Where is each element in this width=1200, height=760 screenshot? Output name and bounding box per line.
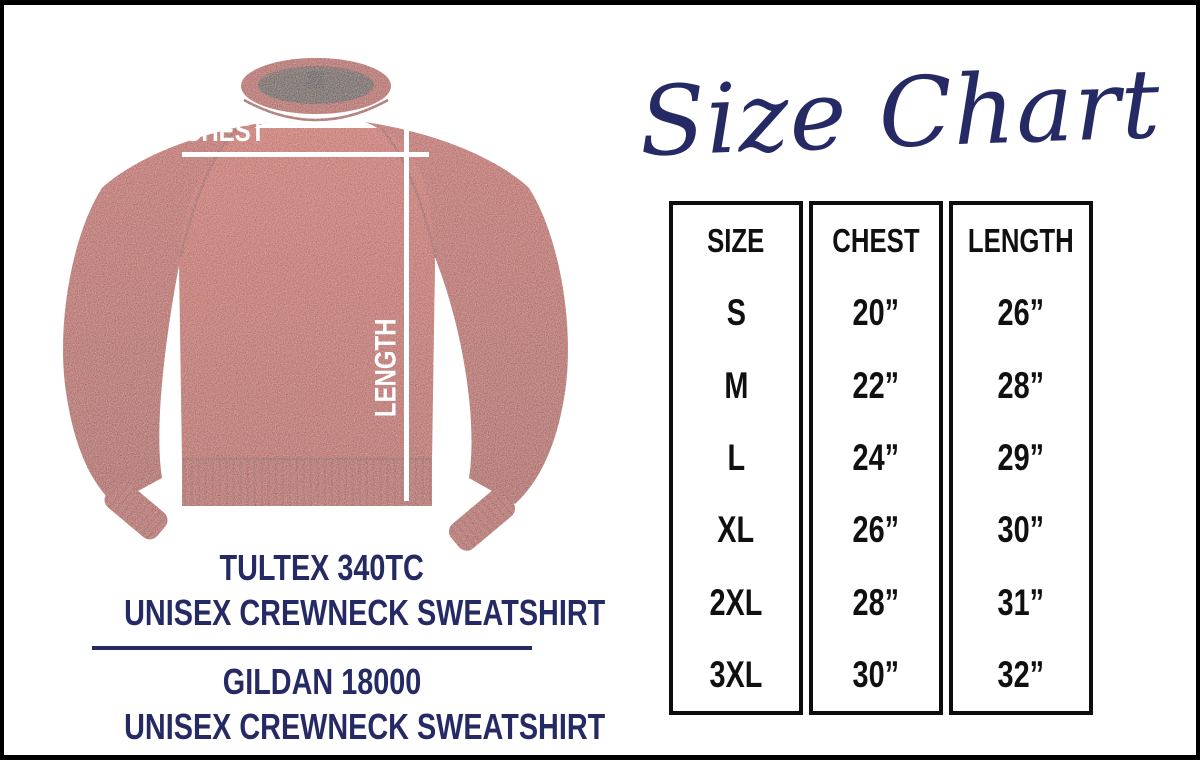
table-row: XL xyxy=(717,509,755,551)
page-title: Size Chart xyxy=(637,47,1163,178)
size-chart-table: SIZE S M L XL 2XL 3XL CHEST 20” 22” 24” … xyxy=(669,201,1094,715)
chest-measurement-line xyxy=(182,152,429,157)
table-row: 26” xyxy=(997,292,1045,334)
product-brand-tultex: TULTEX 340TC xyxy=(219,547,425,588)
table-row: 30” xyxy=(997,509,1045,551)
chest-measurement-label: CHEST xyxy=(184,115,266,148)
table-row: 26” xyxy=(852,509,900,551)
table-row: 30” xyxy=(852,653,900,695)
table-row: 2XL xyxy=(709,581,763,623)
table-row: 22” xyxy=(852,364,900,406)
table-column-chest: CHEST 20” 22” 24” 26” 28” 30” xyxy=(809,201,944,715)
table-row: 28” xyxy=(852,581,900,623)
table-row: L xyxy=(727,436,745,478)
product-brand-gildan: GILDAN 18000 xyxy=(222,661,422,702)
table-column-size: SIZE S M L XL 2XL 3XL xyxy=(669,201,804,715)
column-header-size: SIZE xyxy=(707,222,765,260)
table-row: 28” xyxy=(997,364,1045,406)
product-name-gildan: UNISEX CREWNECK SWEATSHIRT xyxy=(124,706,606,747)
table-row: 20” xyxy=(852,292,900,334)
product-name-tultex: UNISEX CREWNECK SWEATSHIRT xyxy=(124,592,606,633)
table-column-length: LENGTH 26” 28” 29” 30” 31” 32” xyxy=(949,201,1094,715)
sweatshirt-photo xyxy=(63,58,568,551)
length-measurement-label: LENGTH xyxy=(369,318,402,417)
sweatshirt-shape xyxy=(63,58,568,551)
table-row: M xyxy=(724,364,749,406)
column-header-chest: CHEST xyxy=(832,222,920,260)
table-row: 32” xyxy=(997,653,1045,695)
table-row: 29” xyxy=(997,436,1045,478)
caption-divider-line xyxy=(92,646,532,650)
table-row: 31” xyxy=(997,581,1045,623)
table-row: 24” xyxy=(852,436,900,478)
table-row: 3XL xyxy=(709,653,763,695)
column-header-length: LENGTH xyxy=(968,222,1075,260)
length-measurement-line xyxy=(404,87,409,501)
table-row: S xyxy=(726,292,746,334)
